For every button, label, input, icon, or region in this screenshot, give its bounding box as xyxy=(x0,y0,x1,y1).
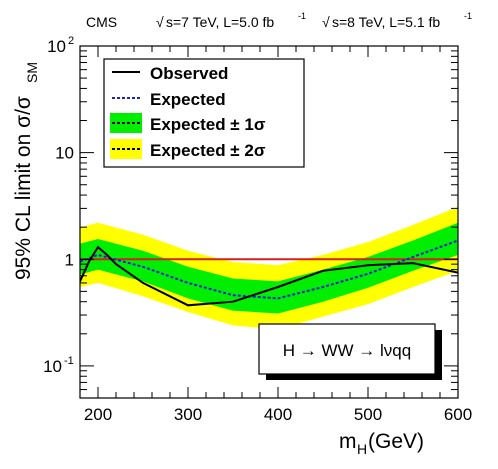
y-tick-exponent: 2 xyxy=(68,35,74,47)
x-tick-label: 200 xyxy=(84,405,112,424)
run2-lumi-exponent: -1 xyxy=(464,11,472,21)
sqrt-symbol-1: √ xyxy=(156,14,164,30)
y-tick-label: 10 xyxy=(47,37,66,56)
annotation-box xyxy=(258,323,436,375)
channel-annotation: H → WW → lνqq xyxy=(258,323,442,380)
legend: Observed Expected Expected ± 1σ Expected… xyxy=(103,58,305,168)
run2-energy-label: s=8 TeV, L=5.1 fb xyxy=(332,14,440,30)
x-tick-label: 600 xyxy=(444,405,472,424)
legend-2sigma-swatch xyxy=(110,139,142,159)
x-tick-label: 500 xyxy=(354,405,382,424)
y-tick-label: 10 xyxy=(43,357,62,376)
y-tick-exponent: -1 xyxy=(64,355,74,367)
x-tick-label: 400 xyxy=(264,405,292,424)
run1-energy-label: s=7 TeV, L=5.0 fb xyxy=(166,14,274,30)
x-axis-title-sub: H xyxy=(357,441,367,457)
legend-1sigma-swatch xyxy=(110,113,142,133)
plot-frame xyxy=(79,45,459,399)
x-axis-title-main: m xyxy=(339,430,357,453)
legend-1sigma-label: Expected ± 1σ xyxy=(150,115,266,134)
y-axis-title: 95% CL limit on σ/σ SM xyxy=(12,62,40,280)
x-tick-label: 300 xyxy=(174,405,202,424)
expected-limit-line xyxy=(80,239,458,300)
experiment-label: CMS xyxy=(86,14,117,30)
y-tick-label: 10 xyxy=(55,144,74,163)
y-axis-title-sub: SM xyxy=(24,62,40,83)
run1-lumi-exponent: -1 xyxy=(298,11,306,21)
x-axis-title-unit: (GeV) xyxy=(368,430,424,453)
legend-observed-label: Observed xyxy=(150,64,228,83)
observed-limit-line xyxy=(80,245,458,307)
legend-expected-label: Expected xyxy=(150,90,226,109)
plot-area xyxy=(80,206,458,330)
y-tick-label: 1 xyxy=(65,250,74,269)
annotation-label: H → WW → lνqq xyxy=(283,341,411,360)
legend-2sigma-label: Expected ± 2σ xyxy=(150,141,266,160)
y-axis-title-main: 95% CL limit on σ/σ xyxy=(12,96,35,280)
sqrt-symbol-2: √ xyxy=(322,14,330,30)
axis-ticks xyxy=(79,46,459,399)
expected-1sigma-band xyxy=(80,222,458,314)
